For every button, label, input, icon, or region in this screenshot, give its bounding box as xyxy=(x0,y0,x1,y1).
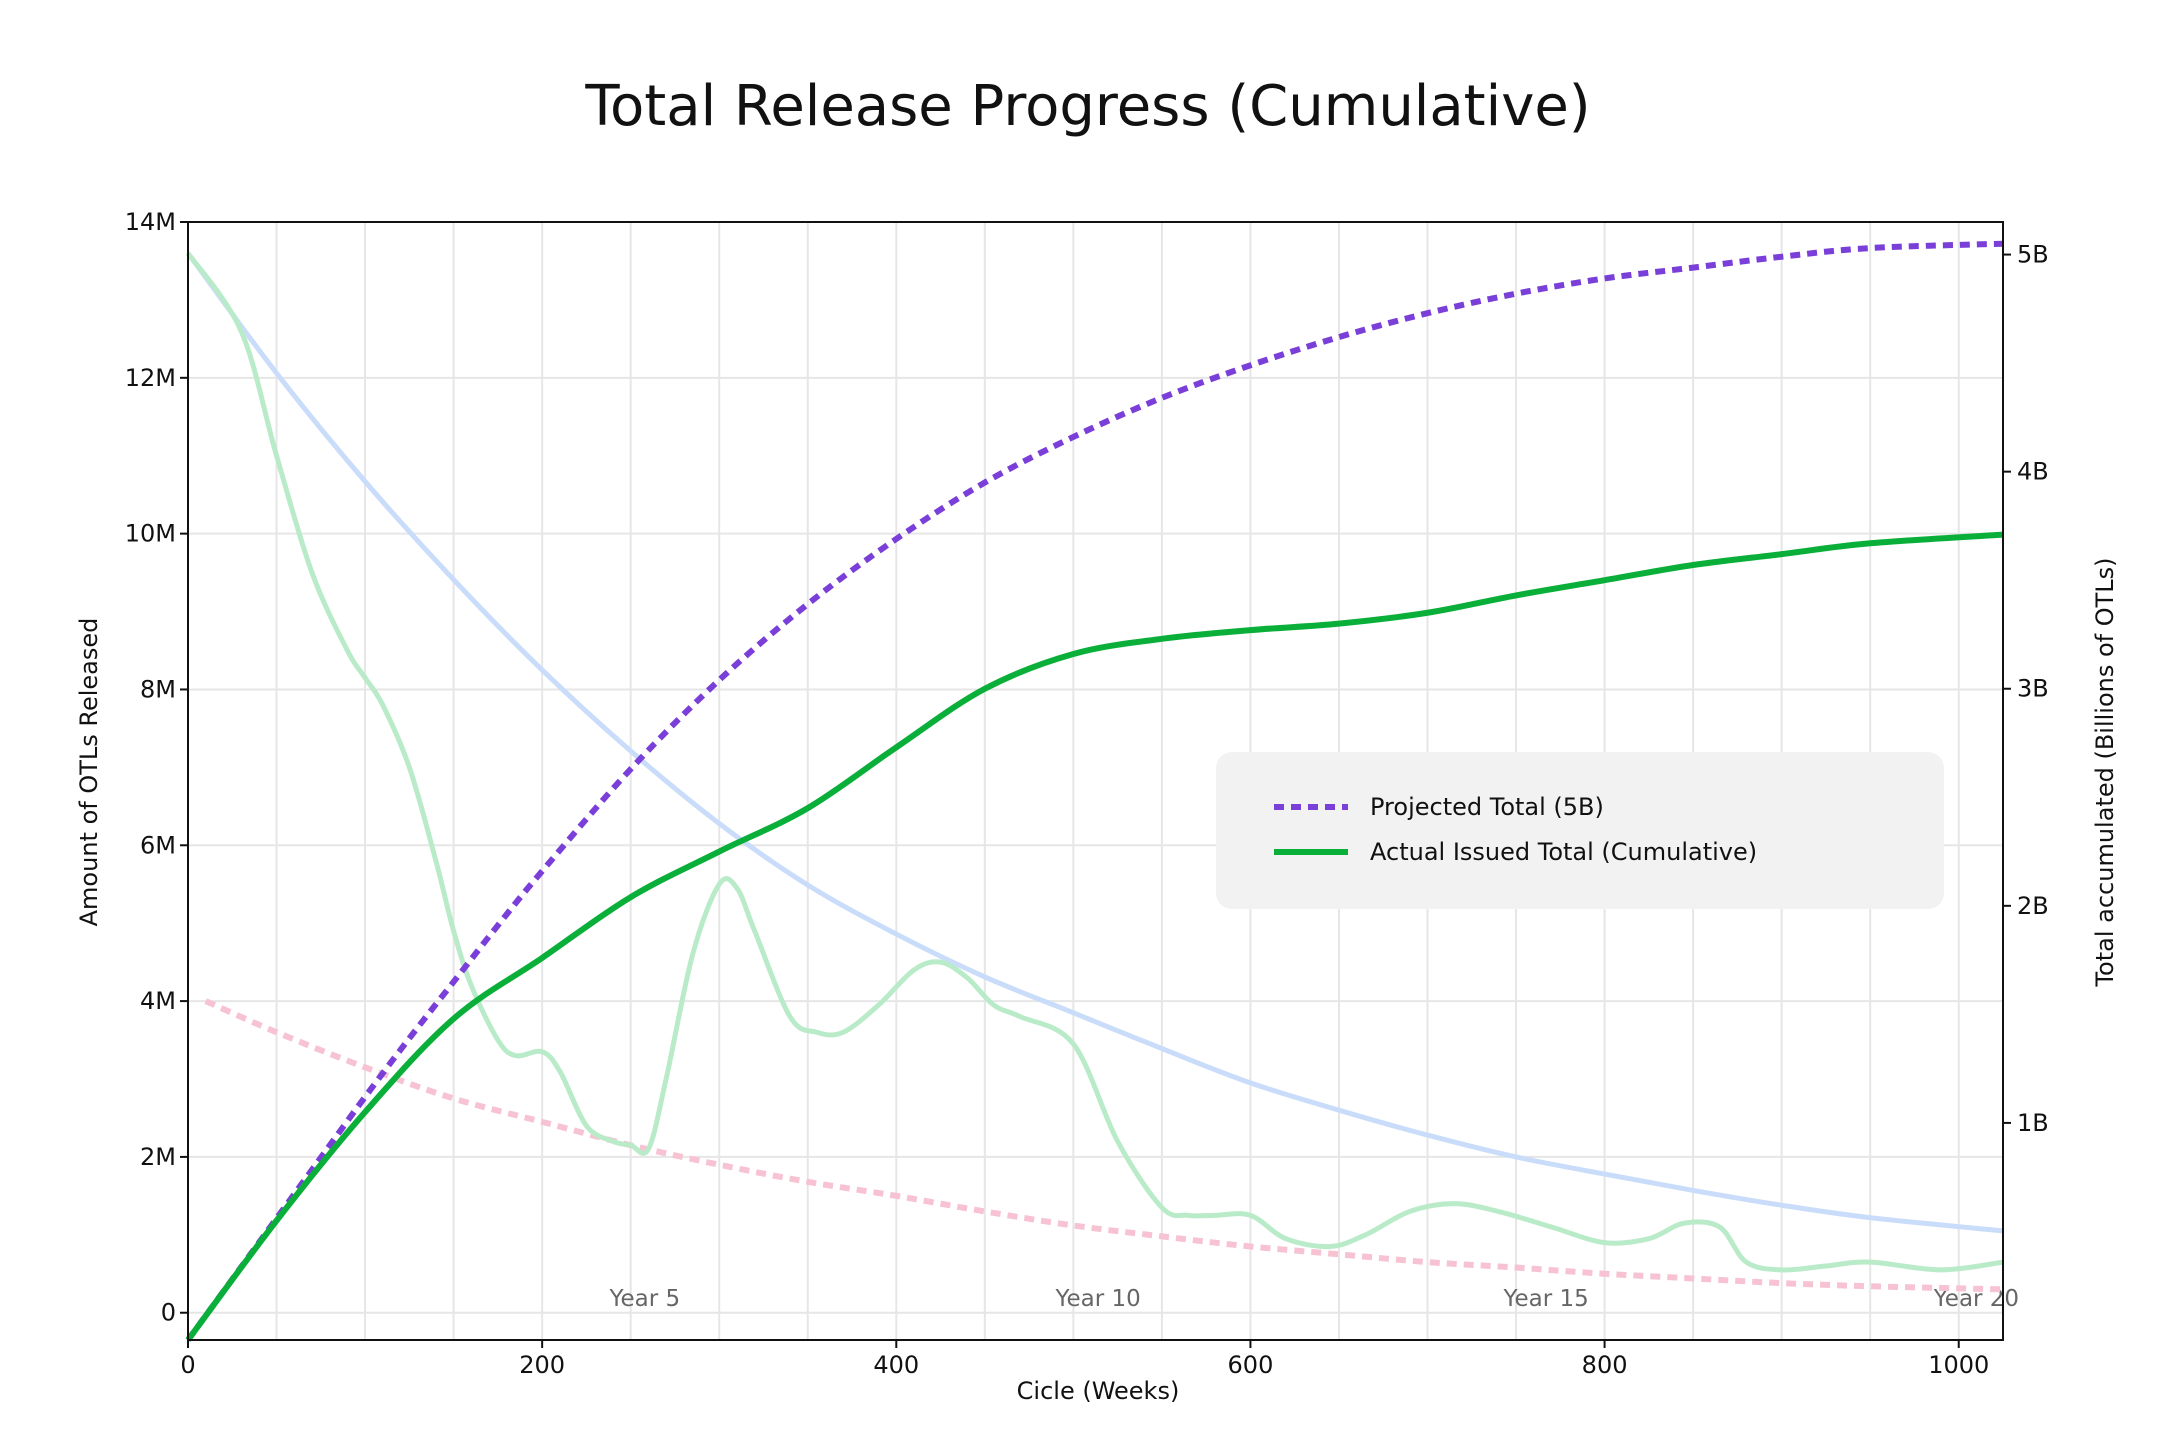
y-left-tick-label: 12M xyxy=(125,364,176,392)
y-left-tick-label: 8M xyxy=(140,675,176,703)
legend-box xyxy=(1216,752,1944,909)
y-axis-right-label: Total accumulated (Billions of OTLs) xyxy=(2091,557,2119,987)
legend-label-actual: Actual Issued Total (Cumulative) xyxy=(1370,838,1757,866)
legend: Projected Total (5B) Actual Issued Total… xyxy=(1216,752,1944,909)
year-label: Year 5 xyxy=(609,1286,681,1312)
y-right-tick-label: 5B xyxy=(2017,241,2049,269)
y-axis-left: 0 2M 4M 6M 8M 10M 12M 14M xyxy=(125,208,188,1327)
y-left-tick-label: 0 xyxy=(161,1299,176,1327)
legend-label-projected: Projected Total (5B) xyxy=(1370,793,1604,821)
series-line-0 xyxy=(185,240,2004,1342)
y-axis-left-label: Amount of OTLs Released xyxy=(75,618,103,927)
year-label: Year 10 xyxy=(1055,1286,1141,1312)
series-layer xyxy=(185,240,2004,1342)
y-right-tick-label: 2B xyxy=(2017,892,2049,920)
y-right-tick-label: 3B xyxy=(2017,675,2049,703)
series-line-3 xyxy=(204,998,2004,1293)
series-line-1 xyxy=(185,531,2004,1342)
series-line-4 xyxy=(185,251,2004,1273)
y-left-tick-label: 6M xyxy=(140,831,176,859)
x-axis: 0 200 400 600 800 1000 xyxy=(180,1340,1989,1379)
y-axis-right: 1B 2B 3B 4B 5B xyxy=(2003,241,2049,1137)
y-left-tick-label: 10M xyxy=(125,520,176,548)
year-markers: Year 5 Year 10 Year 15 Year 20 xyxy=(609,1286,2020,1312)
y-right-tick-label: 1B xyxy=(2017,1109,2049,1137)
chart-title: Total Release Progress (Cumulative) xyxy=(584,74,1590,139)
x-tick-label: 400 xyxy=(873,1351,919,1379)
y-left-tick-label: 14M xyxy=(125,208,176,236)
y-left-tick-label: 2M xyxy=(140,1143,176,1171)
x-tick-label: 1000 xyxy=(1928,1351,1989,1379)
plot-frame xyxy=(187,221,2004,1341)
x-tick-label: 0 xyxy=(180,1351,195,1379)
x-axis-label: Cicle (Weeks) xyxy=(1017,1377,1180,1405)
y-left-tick-label: 4M xyxy=(140,987,176,1015)
x-tick-label: 600 xyxy=(1228,1351,1274,1379)
series-line-2 xyxy=(185,251,2004,1234)
x-tick-label: 800 xyxy=(1582,1351,1628,1379)
y-right-tick-label: 4B xyxy=(2017,458,2049,486)
x-tick-label: 200 xyxy=(519,1351,565,1379)
year-label: Year 15 xyxy=(1503,1286,1589,1312)
